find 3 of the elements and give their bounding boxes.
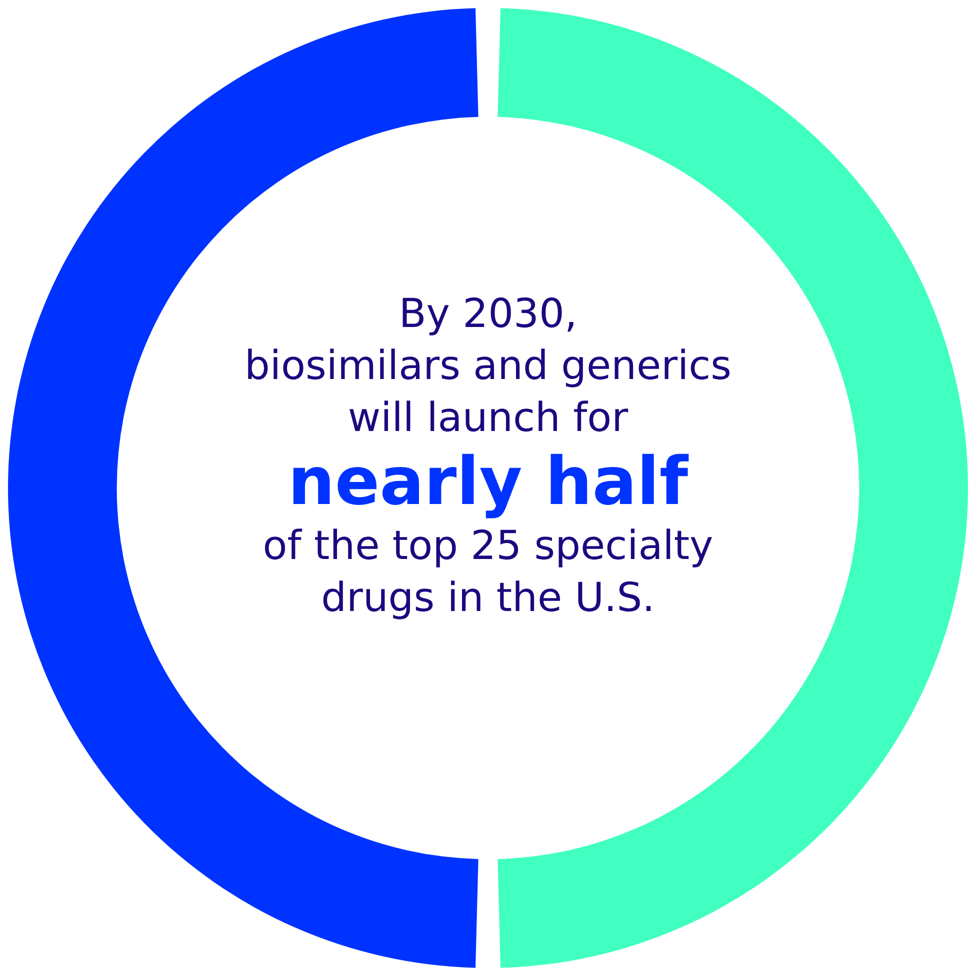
text: of the top 25 specialty drugs in the U.S. <box>262 522 714 623</box>
text: nearly half <box>286 443 690 520</box>
text: By 2030, biosimilars and generics will launch for <box>244 290 732 443</box>
